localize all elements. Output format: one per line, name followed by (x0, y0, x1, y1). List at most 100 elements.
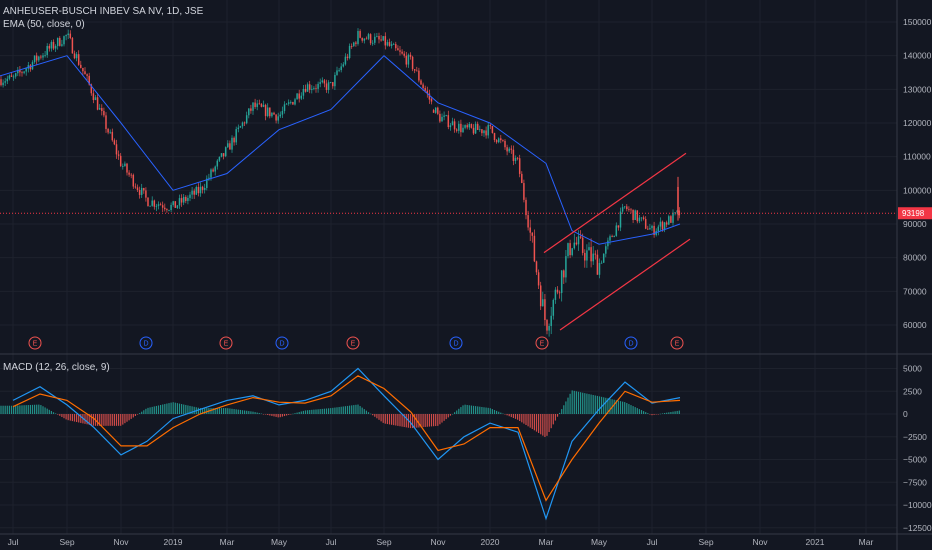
candle-body (407, 54, 410, 65)
histogram-bar (422, 414, 424, 428)
histogram-bar (124, 414, 126, 424)
histogram-bar (649, 414, 651, 415)
candle-body (98, 108, 101, 110)
macd-axis[interactable]: 5000 2500 0 −2500 −5000 −7500 −10000 −12500 (903, 364, 932, 533)
time-tick-label: Nov (752, 537, 768, 547)
histogram-bar (178, 403, 181, 414)
event-marker-d: D (275, 336, 289, 350)
histogram-bar (409, 414, 412, 429)
event-marker-label: E (540, 341, 545, 348)
histogram-bar (78, 414, 80, 423)
histogram-bar (380, 414, 382, 422)
candle-body (182, 196, 185, 203)
candle-body (449, 125, 452, 128)
histogram-bar (269, 414, 271, 416)
histogram-bar (294, 413, 296, 414)
candle-body (592, 253, 594, 262)
candle-body (563, 270, 565, 278)
candle-body (161, 205, 164, 208)
candle-body (355, 42, 357, 44)
histogram-bar (582, 392, 584, 414)
candle-body (124, 163, 126, 166)
candle-body (77, 54, 80, 65)
histogram-bar (50, 411, 52, 414)
histogram-bar (307, 410, 309, 414)
candle-body (248, 108, 250, 116)
histogram-bar (628, 404, 630, 414)
event-marker-circle (219, 336, 233, 350)
histogram-bar (491, 409, 493, 414)
histogram-bar (40, 405, 42, 414)
candle-body (365, 38, 368, 40)
histogram-bar (367, 412, 370, 414)
candle-body (304, 88, 307, 92)
candle-body (371, 42, 374, 44)
histogram-bar (311, 409, 313, 414)
candle-body (628, 209, 630, 210)
candle-body (260, 103, 263, 107)
histogram-bar (157, 405, 160, 414)
histogram-bar (554, 414, 556, 421)
event-marker-d: D (624, 336, 638, 350)
candle-body (638, 217, 641, 222)
candle-body (537, 272, 540, 286)
candle-body (439, 113, 441, 122)
histogram-bar (113, 414, 115, 426)
histogram-bar (239, 409, 241, 414)
candle-body (157, 204, 160, 206)
candle-body (143, 187, 145, 191)
histogram-bar (403, 414, 405, 428)
candle-body (678, 210, 681, 216)
candle-body (672, 212, 674, 223)
histogram-bar (426, 414, 428, 427)
candle-body (313, 88, 315, 89)
time-axis[interactable]: Jul Sep Nov 2019 Mar May Jul Sep Nov 2020 Mar May Ju… (8, 537, 874, 547)
macd-line (12, 367, 681, 521)
histogram-bar (248, 411, 250, 414)
candle-body (117, 154, 120, 156)
candle-body (10, 75, 13, 77)
candle-body (497, 138, 500, 143)
candle-body (468, 123, 471, 128)
signal-line (12, 375, 681, 502)
histogram-bar (55, 413, 57, 414)
candle-body (189, 194, 191, 198)
grid (0, 0, 897, 534)
histogram-bar (6, 405, 8, 414)
candle-body (594, 253, 597, 255)
histogram-bar (277, 414, 279, 418)
histogram-bar (65, 414, 67, 420)
price-axis[interactable]: 60000 70000 80000 90000 100000 110000 120000 13… (903, 17, 932, 330)
histogram-bar (92, 414, 94, 426)
histogram-bar (298, 412, 300, 414)
histogram-bar (622, 401, 624, 414)
histogram-bar (126, 414, 128, 422)
histogram-bar (86, 414, 88, 425)
histogram-bar (563, 405, 565, 414)
candle-body (617, 225, 620, 228)
candle-body (54, 46, 57, 49)
candle-body (164, 207, 166, 210)
candle-body (269, 107, 271, 117)
candle-body (0, 79, 2, 86)
candle-body (126, 163, 128, 173)
candle-body (552, 299, 555, 316)
macd-tick-label: −10000 (903, 500, 932, 510)
event-marker-label: D (279, 341, 284, 348)
candle-body (560, 270, 563, 293)
histogram-bar (13, 405, 15, 414)
candle-body (636, 210, 639, 222)
candle-body (48, 45, 51, 49)
candle-body (487, 125, 489, 136)
histogram-bar (323, 408, 325, 414)
candle-body (262, 104, 265, 107)
histogram-bar (233, 409, 235, 414)
histogram-bar (130, 414, 132, 419)
candle-body (378, 36, 380, 40)
candle-body (170, 204, 172, 211)
candle-body (84, 71, 86, 75)
candle-body (319, 82, 321, 84)
